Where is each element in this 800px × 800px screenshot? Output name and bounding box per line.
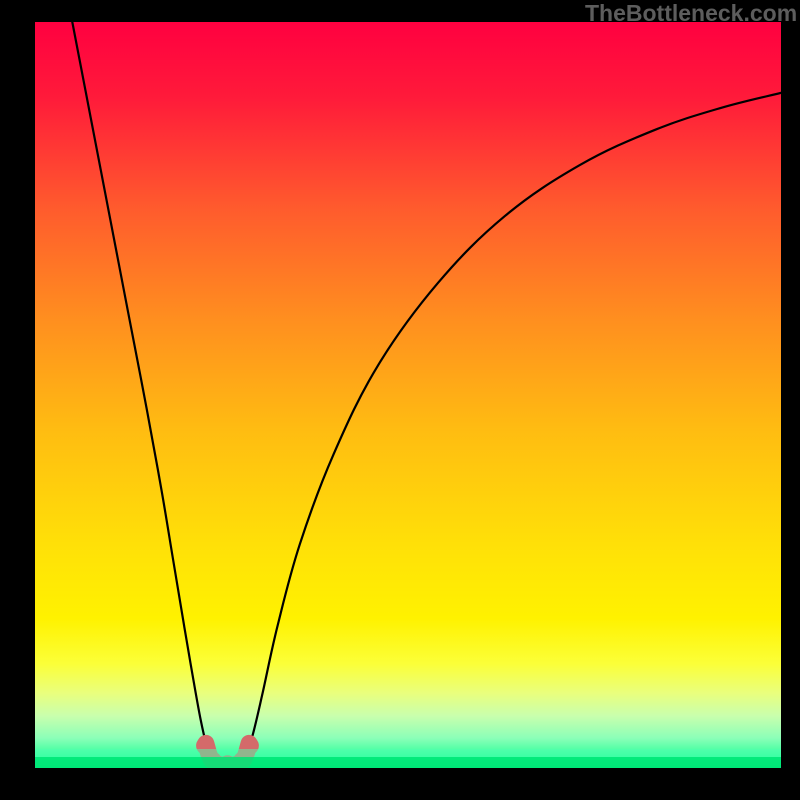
curve-left-branch	[72, 22, 215, 766]
green-strip	[35, 749, 781, 756]
watermark-text: TheBottleneck.com	[585, 0, 797, 27]
curve-layer	[35, 22, 781, 768]
green-strip	[35, 757, 781, 768]
curve-right-branch	[240, 93, 781, 766]
plot-area	[35, 22, 781, 768]
